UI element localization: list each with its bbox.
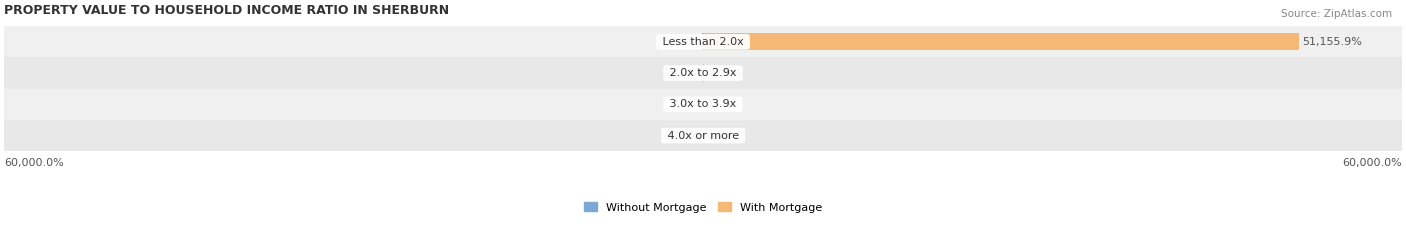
- Text: 52.3%: 52.3%: [664, 37, 699, 47]
- Bar: [4, 89, 1402, 120]
- Text: Source: ZipAtlas.com: Source: ZipAtlas.com: [1281, 9, 1392, 19]
- Text: 51,155.9%: 51,155.9%: [1302, 37, 1362, 47]
- Text: 60,000.0%: 60,000.0%: [4, 158, 63, 168]
- Text: 60,000.0%: 60,000.0%: [1343, 158, 1402, 168]
- Text: 3.0x to 3.9x: 3.0x to 3.9x: [666, 99, 740, 109]
- Text: 4.4%: 4.4%: [707, 130, 735, 140]
- Bar: [4, 26, 1402, 58]
- Text: 3.2%: 3.2%: [671, 99, 699, 109]
- Bar: [4, 120, 1402, 151]
- Bar: [4, 58, 1402, 89]
- Text: 4.0x or more: 4.0x or more: [664, 130, 742, 140]
- Legend: Without Mortgage, With Mortgage: Without Mortgage, With Mortgage: [583, 202, 823, 212]
- Text: 2.0x to 2.9x: 2.0x to 2.9x: [666, 68, 740, 78]
- Text: 81.4%: 81.4%: [707, 68, 742, 78]
- Text: 23.2%: 23.2%: [664, 68, 699, 78]
- Text: Less than 2.0x: Less than 2.0x: [659, 37, 747, 47]
- Bar: [703, 33, 1299, 50]
- Text: 10.6%: 10.6%: [707, 99, 742, 109]
- Text: 20.0%: 20.0%: [664, 130, 699, 140]
- Text: PROPERTY VALUE TO HOUSEHOLD INCOME RATIO IN SHERBURN: PROPERTY VALUE TO HOUSEHOLD INCOME RATIO…: [4, 4, 450, 17]
